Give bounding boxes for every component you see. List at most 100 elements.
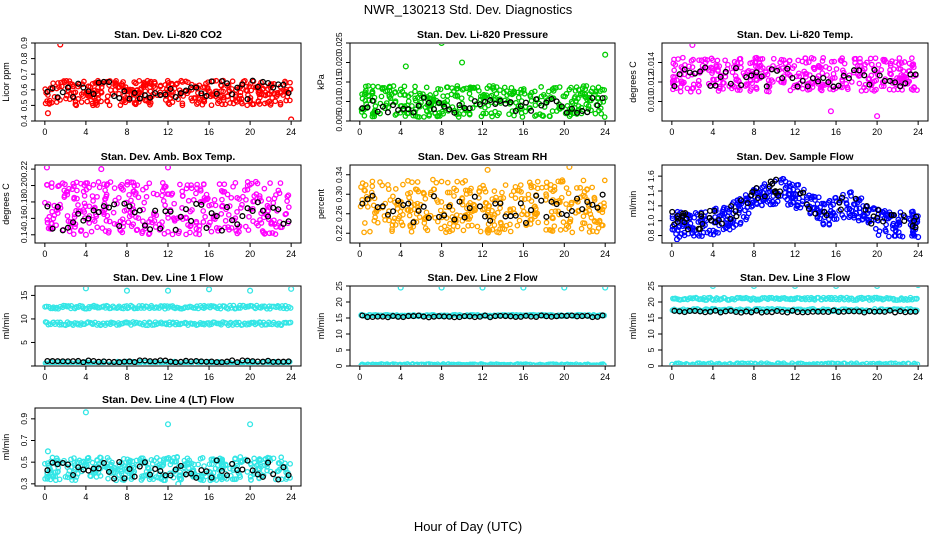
data-point <box>94 457 101 464</box>
data-point-secondary <box>59 459 66 467</box>
data-point <box>831 58 838 65</box>
data-point <box>420 362 427 365</box>
data-point <box>90 181 97 188</box>
data-point <box>839 55 846 61</box>
data-point-secondary <box>49 225 56 232</box>
data-point <box>275 460 282 466</box>
data-point-secondary <box>229 460 236 467</box>
data-point-secondary <box>198 90 205 97</box>
data-point <box>719 210 726 217</box>
data-point <box>389 226 395 232</box>
data-point <box>426 111 433 118</box>
y-tick-label: 0.025 <box>334 32 344 54</box>
data-point <box>527 216 534 223</box>
data-point <box>525 195 532 202</box>
data-point-secondary <box>466 105 473 112</box>
data-point <box>406 212 413 219</box>
data-point <box>213 477 220 483</box>
data-point <box>712 362 719 365</box>
data-point <box>361 187 368 194</box>
data-point <box>439 362 446 365</box>
x-tick-label: 8 <box>751 249 756 259</box>
data-point <box>122 99 129 106</box>
data-point <box>840 191 846 198</box>
data-point <box>70 83 77 90</box>
data-point <box>277 180 284 186</box>
data-point <box>258 198 265 204</box>
data-point <box>732 73 739 79</box>
data-point-secondary <box>100 459 107 467</box>
data-point <box>784 196 790 203</box>
data-point <box>233 228 240 234</box>
data-point <box>710 362 717 365</box>
data-point <box>444 189 451 196</box>
data-point <box>677 88 684 95</box>
data-point <box>856 73 862 79</box>
y-tick-label: 0.22 <box>19 161 29 178</box>
data-point <box>600 361 606 365</box>
data-point <box>690 295 697 301</box>
data-point <box>189 97 196 104</box>
data-point <box>452 215 459 222</box>
data-point-secondary <box>111 201 118 208</box>
data-point <box>368 189 375 196</box>
data-point <box>433 90 439 97</box>
x-tick-label: 4 <box>83 372 88 382</box>
data-point <box>405 177 411 184</box>
data-point <box>227 465 233 472</box>
data-point <box>557 227 564 233</box>
data-point <box>788 201 794 208</box>
data-point <box>802 71 808 77</box>
data-point <box>591 362 598 365</box>
data-point <box>222 101 229 108</box>
x-tick-label: 0 <box>42 372 47 382</box>
data-point <box>201 195 208 201</box>
data-point <box>421 190 427 197</box>
data-point-secondary <box>876 72 883 79</box>
data-point <box>389 228 395 235</box>
data-point <box>442 362 449 365</box>
data-point <box>577 92 584 98</box>
data-point <box>448 361 455 365</box>
data-point <box>441 223 448 230</box>
data-point <box>843 80 850 87</box>
data-point-secondary <box>415 102 422 109</box>
data-point <box>690 362 697 365</box>
data-point-secondary <box>574 195 581 202</box>
data-point <box>486 83 493 89</box>
data-point <box>873 86 879 93</box>
y-tick-label: 10 <box>334 329 344 339</box>
x-tick-label: 24 <box>286 492 296 502</box>
data-point <box>568 98 575 105</box>
data-point <box>154 191 160 198</box>
data-point <box>586 229 593 235</box>
data-point-secondary <box>167 208 174 215</box>
data-point <box>560 219 567 225</box>
data-point <box>187 208 194 215</box>
data-point-secondary <box>415 207 422 214</box>
data-point <box>103 217 110 224</box>
data-point <box>716 63 723 69</box>
data-point <box>719 362 726 365</box>
data-point <box>832 194 839 201</box>
data-point-secondary <box>208 474 215 481</box>
x-tick-label: 12 <box>790 249 800 259</box>
data-point <box>194 181 200 188</box>
data-point <box>404 190 411 197</box>
data-point <box>362 220 368 226</box>
panel-ylabel: Licor ppm <box>1 62 11 102</box>
data-point <box>601 362 607 365</box>
data-point <box>538 93 545 100</box>
panel-4: Stan. Dev. Amb. Box Temp.degrees C0 4 8 12 1… <box>1 151 302 259</box>
data-point <box>105 229 112 236</box>
data-point <box>416 214 423 220</box>
data-point <box>278 454 285 461</box>
x-tick-label: 16 <box>831 127 841 137</box>
data-point <box>244 102 251 109</box>
data-point <box>218 462 225 469</box>
data-point-secondary <box>379 203 386 210</box>
x-tick-label: 0 <box>357 249 362 259</box>
data-point <box>458 95 465 102</box>
data-point-secondary <box>116 94 123 102</box>
data-point <box>95 179 102 185</box>
